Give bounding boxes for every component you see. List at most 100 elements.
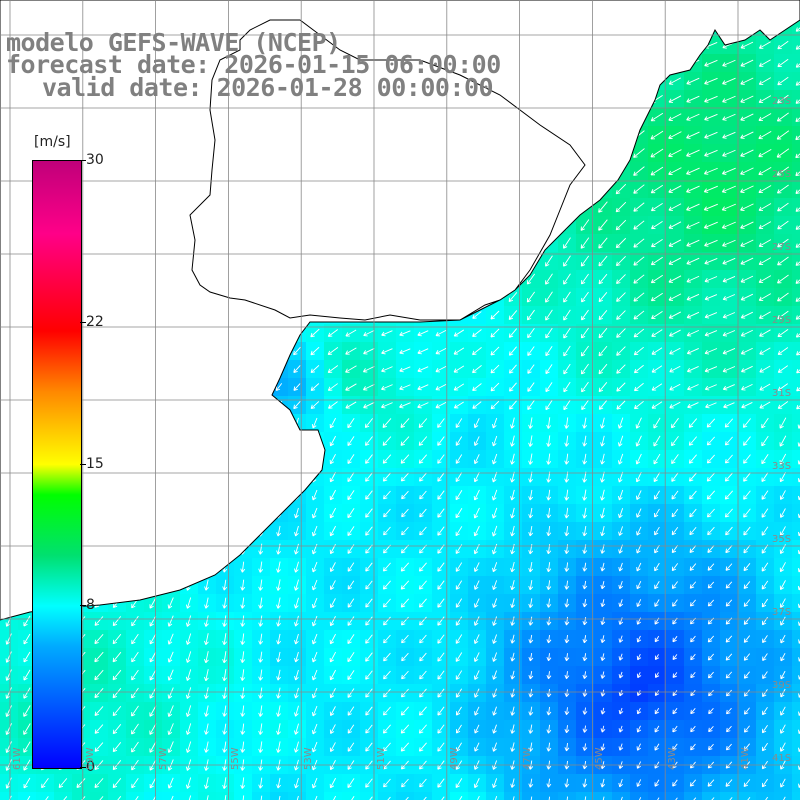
valid-date: valid date: 2026-01-28 00:00:00 (42, 73, 494, 102)
latitude-label: 29S (772, 315, 792, 326)
latitude-label: 31S (772, 388, 792, 399)
longitude-label: 55W (230, 747, 242, 770)
wind-cell (450, 792, 469, 800)
wind-arrow (758, 131, 772, 140)
wind-cell (756, 792, 775, 800)
longitude-label: 47W (521, 747, 533, 770)
colorbar-tick-label: 8 (86, 597, 95, 614)
wind-cell (792, 450, 800, 469)
wind-arrow (740, 77, 754, 85)
wind-arrow (686, 95, 700, 103)
wind-arrow (650, 130, 664, 140)
wind-cell (792, 666, 800, 685)
wind-cell (324, 792, 343, 800)
wind-cell (432, 792, 451, 800)
wind-cell (792, 54, 800, 73)
wind-cell (792, 774, 800, 793)
wind-arrow (740, 131, 754, 139)
wind-cell (0, 792, 19, 800)
wind-arrow (795, 45, 800, 50)
wind-cell (216, 792, 235, 800)
wind-cell (792, 738, 800, 757)
wind-cell (792, 396, 800, 415)
wind-cell (684, 792, 703, 800)
wind-cell (792, 414, 800, 433)
longitude-label: 51W (376, 747, 387, 770)
wind-arrow (740, 59, 754, 67)
wind-cell (792, 630, 800, 649)
wind-cell (792, 216, 800, 235)
wind-arrow (722, 77, 736, 85)
wind-cell (522, 792, 541, 800)
colorbar-tick-label: 15 (86, 455, 104, 472)
wind-cell (468, 792, 487, 800)
wind-arrow (740, 41, 754, 49)
wind-cell (342, 792, 361, 800)
wind-arrow (704, 59, 718, 67)
wind-cell (792, 504, 800, 523)
wind-arrow (704, 95, 718, 103)
wind-cell (792, 378, 800, 397)
wind-cell (792, 468, 800, 487)
wind-cell (792, 702, 800, 721)
wind-cell (792, 648, 800, 667)
wind-cell (126, 792, 145, 800)
longitude-label: 41W (740, 747, 751, 770)
wind-arrow (668, 77, 682, 85)
wind-cell (792, 522, 800, 541)
colorbar-tick-label: 22 (86, 313, 104, 330)
wind-arrow (722, 95, 736, 103)
wind-arrow (777, 58, 789, 68)
latitude-label: 39S (772, 680, 792, 691)
longitude-label: 57W (157, 747, 169, 770)
wind-cell (792, 342, 800, 361)
wind-arrow (758, 77, 771, 85)
wind-cell (504, 792, 523, 800)
latitude-label: 23S (772, 96, 792, 107)
wind-cell (792, 144, 800, 163)
wind-cell (792, 432, 800, 451)
wind-arrow (722, 59, 736, 67)
wind-cell (792, 270, 800, 289)
wind-cell (144, 792, 163, 800)
wind-arrow (722, 113, 736, 121)
wind-arrow (740, 95, 754, 103)
latitude-label: 37S (772, 607, 792, 618)
latitude-label: 35S (772, 534, 792, 545)
wind-cell (792, 324, 800, 343)
wind-cell (198, 792, 217, 800)
wind-cell (792, 252, 800, 271)
wind-arrow (686, 131, 700, 139)
wind-cell (396, 792, 415, 800)
wind-cell (774, 792, 793, 800)
wind-cell (360, 792, 379, 800)
wind-cell (270, 792, 289, 800)
wind-arrow (795, 81, 800, 86)
wind-cell (792, 594, 800, 613)
wind-cell (72, 792, 91, 800)
wind-cell (18, 792, 37, 800)
wind-cell (792, 486, 800, 505)
wind-cell (792, 126, 800, 145)
wind-cell (792, 612, 800, 631)
wind-cell (792, 72, 800, 91)
wind-cell (792, 18, 800, 37)
wind-cell (702, 792, 721, 800)
wind-arrow (777, 40, 789, 50)
wind-arrow (795, 117, 800, 123)
wind-cell (558, 792, 577, 800)
wind-arrow (777, 94, 789, 104)
wind-cell (108, 792, 127, 800)
colorbar (32, 160, 82, 769)
wind-cell (792, 684, 800, 703)
wind-cell (162, 792, 181, 800)
wind-arrow (668, 113, 682, 121)
wind-cell (486, 792, 505, 800)
wind-cell (720, 792, 739, 800)
wind-cell (792, 36, 800, 55)
wind-cell (792, 90, 800, 109)
wind-cell (792, 288, 800, 307)
wind-cell (36, 792, 55, 800)
latitude-label: 33S (772, 461, 792, 472)
